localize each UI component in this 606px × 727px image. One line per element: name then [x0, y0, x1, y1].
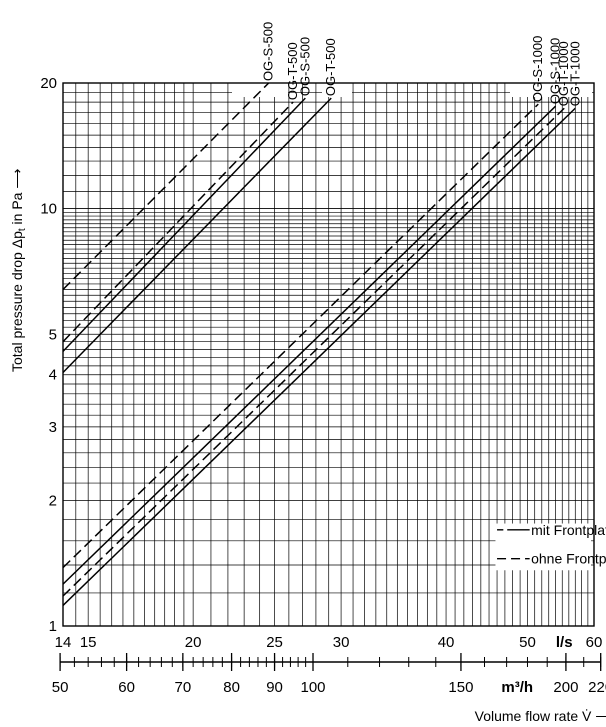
y-tick-label: 10	[40, 201, 57, 218]
x2-tick-label: 90	[266, 679, 283, 696]
y-tick-label: 4	[49, 367, 57, 384]
y-axis-arrow: ⟶	[9, 169, 25, 189]
y-axis-title: Total pressure drop Δpt in Pa ⟶	[9, 169, 28, 372]
legend-label-mit-frontplatte: mit Frontplatte	[531, 522, 606, 538]
x-tick-label: 30	[333, 634, 350, 651]
x2-tick-label: 100	[300, 679, 325, 696]
x-tick-label: 14	[55, 634, 72, 651]
x2-unit-label: m³/h	[501, 679, 533, 696]
series-line-og-s-1000-dashed	[63, 104, 538, 567]
series-line-og-t-500-dashed	[63, 102, 293, 342]
x-axis-title: Volume flow rate V̇ ⟶	[475, 708, 606, 724]
y-tick-label: 5	[49, 326, 57, 343]
x2-tick-label: 220	[588, 679, 606, 696]
legend-label-ohne-frontplatte: ohne Frontplatte	[531, 551, 606, 567]
y-tick-label: 20	[40, 75, 57, 92]
series-label-og-s-500: OG-S-500	[261, 22, 276, 81]
x-axis-arrow: ⟶	[595, 708, 606, 724]
series-label-og-t-500: OG-T-500	[323, 38, 338, 96]
x2-tick-label: 60	[118, 679, 135, 696]
x-tick-label: 20	[185, 634, 202, 651]
y-tick-label: 3	[49, 419, 57, 436]
x-tick-label: 40	[438, 634, 455, 651]
x-tick-label: 25	[266, 634, 283, 651]
x-tick-label: 15	[80, 634, 97, 651]
y-tick-labels: 1 2 3 4 5 10 20	[40, 75, 57, 635]
series-label-og-t-1000: OG-T-1000	[567, 41, 582, 106]
legend: mit Frontplatte ohne Frontplatte	[495, 522, 606, 570]
x2-tick-label: 200	[553, 679, 578, 696]
y-axis-title-symbol: Δp	[9, 231, 25, 248]
series-line-og-s-1000-solid	[63, 106, 556, 584]
x-unit-label: l/s	[556, 634, 573, 651]
series-label-og-s-500: OG-S-500	[297, 37, 312, 96]
x-tick-label: 60	[586, 634, 603, 651]
y-axis-title-prefix: Total pressure drop	[9, 248, 25, 372]
x-axis-title-text: Volume flow rate V̇	[475, 708, 592, 724]
y-tick-label: 2	[49, 492, 57, 509]
x2-tick-label: 80	[223, 679, 240, 696]
y-axis-title-suffix: in Pa	[9, 192, 25, 228]
series-label-og-s-1000: OG-S-1000	[530, 36, 545, 102]
x2-tick-label: 70	[175, 679, 192, 696]
x-tick-labels: 14 15 20 25 30 40 50 60	[55, 634, 603, 651]
x2-tick-label: 50	[52, 679, 69, 696]
x2-tick-label: 150	[448, 679, 473, 696]
y-tick-label: 1	[49, 618, 57, 635]
series-line-og-t-500-solid	[63, 98, 331, 372]
x-tick-label: 50	[519, 634, 536, 651]
